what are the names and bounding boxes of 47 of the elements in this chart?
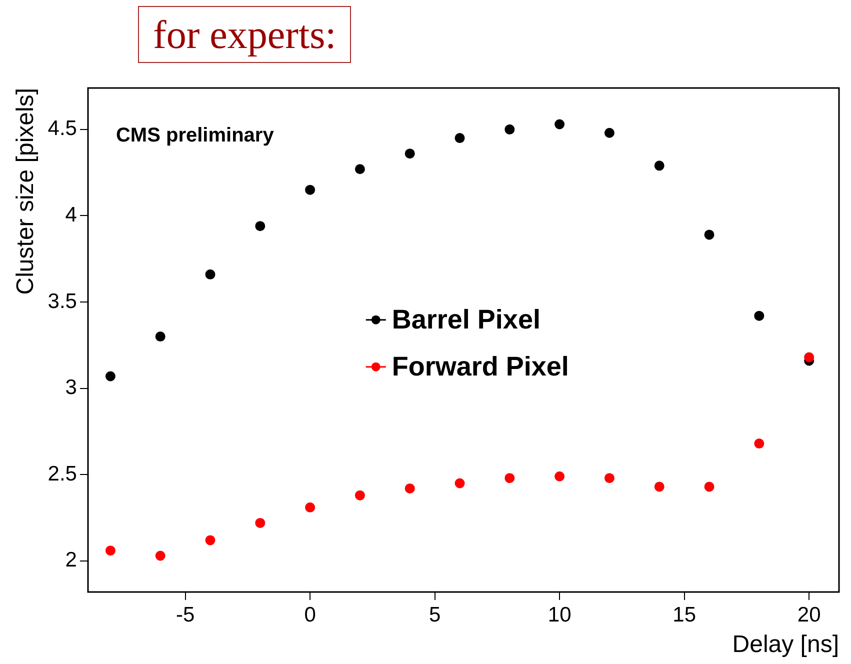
point [255, 518, 266, 528]
point [105, 371, 116, 382]
point [704, 230, 714, 240]
y-tick-label: 3.5 [48, 290, 77, 313]
point [554, 471, 565, 482]
point [354, 490, 365, 500]
legend-label: Forward Pixel [392, 351, 569, 382]
annotation: CMS preliminary [116, 124, 275, 147]
point [305, 184, 316, 195]
point [255, 221, 266, 232]
y-tick-label: 4 [65, 204, 78, 227]
x-tick-label: 10 [548, 603, 572, 626]
point [704, 482, 714, 492]
point [604, 473, 614, 484]
point [504, 473, 515, 484]
chart-title: for experts: [138, 6, 352, 63]
point [554, 119, 565, 130]
legend-label: Barrel Pixel [392, 304, 540, 334]
point [804, 352, 814, 362]
point [604, 128, 614, 138]
point [454, 133, 465, 144]
x-axis-title: Delay [ns] [732, 631, 839, 658]
x-tick-label: 5 [428, 603, 441, 626]
x-tick-label: -5 [176, 603, 195, 626]
point [205, 535, 216, 546]
x-tick-label: 15 [672, 603, 696, 626]
point [504, 124, 515, 134]
y-tick-label: 3 [65, 376, 77, 400]
point [305, 502, 316, 512]
point [654, 482, 664, 492]
point [654, 160, 664, 171]
point [754, 438, 764, 449]
point [354, 164, 365, 174]
y-tick-label: 2 [65, 548, 77, 572]
y-axis-title: Cluster size [pixels] [12, 88, 40, 295]
x-tick-label: 20 [797, 603, 821, 626]
point [155, 332, 166, 342]
y-tick-label: 2.5 [48, 462, 77, 486]
x-tick-label: 0 [304, 603, 316, 626]
point [754, 310, 764, 321]
y-tick-label: 4.5 [48, 117, 77, 140]
point [155, 550, 166, 561]
point [404, 148, 415, 159]
point [454, 478, 465, 488]
point [205, 269, 216, 280]
point [404, 483, 415, 494]
point [105, 546, 116, 556]
